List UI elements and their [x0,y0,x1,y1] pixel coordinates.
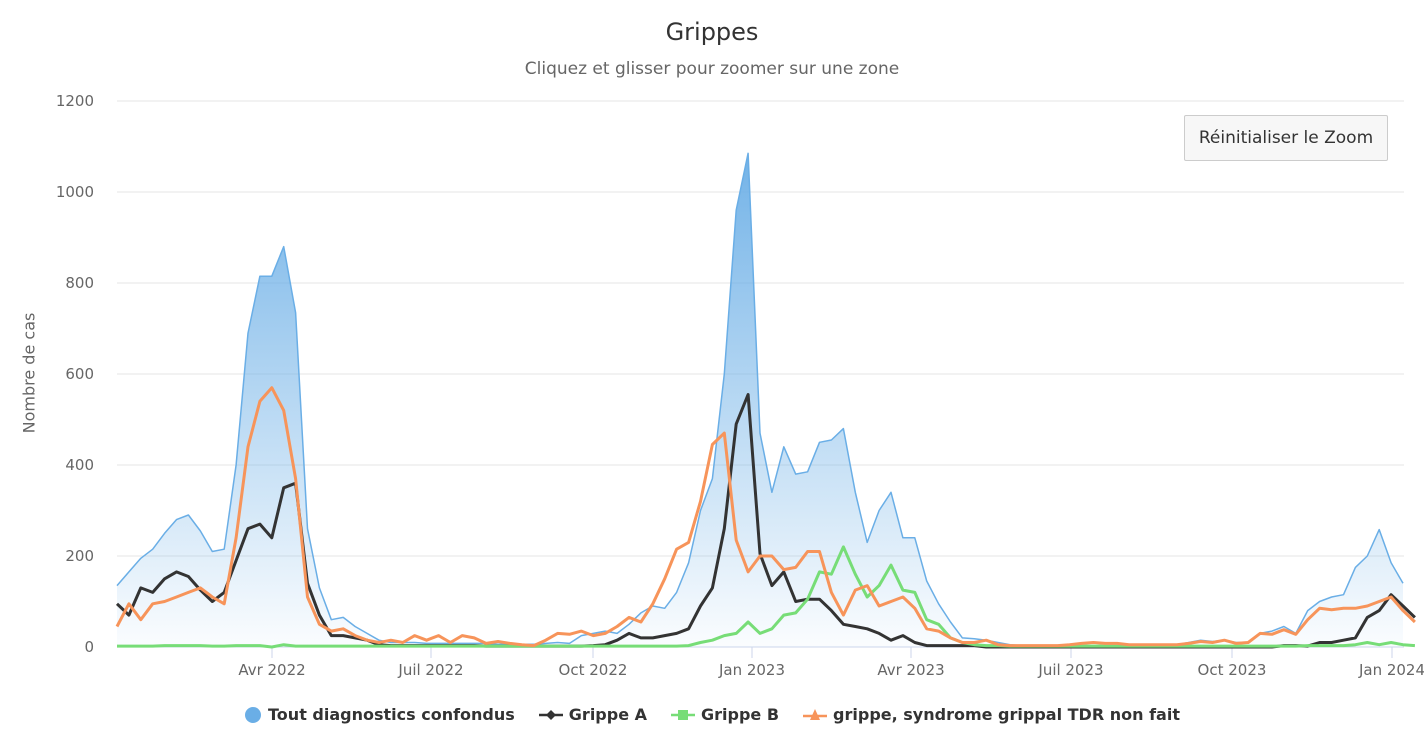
legend-item-tout[interactable]: Tout diagnostics confondus [244,705,515,724]
x-axis-ticks: Avr 2022 Juil 2022 Oct 2022 Jan 2023 Avr 202… [238,647,1424,679]
svg-text:600: 600 [65,365,94,383]
svg-text:1200: 1200 [56,92,94,110]
svg-text:Avr 2022: Avr 2022 [238,661,305,679]
series-area-fill [117,153,1403,648]
chart-title: Grippes [665,18,759,46]
svg-text:Juil 2023: Juil 2023 [1037,661,1103,679]
legend-label: Tout diagnostics confondus [268,705,515,724]
series-group [115,152,1416,649]
chart-subtitle: Cliquez et glisser pour zoomer sur une z… [524,59,900,79]
svg-text:Juil 2022: Juil 2022 [397,661,463,679]
svg-text:1000: 1000 [56,183,94,201]
circle-marker-icon [245,706,262,723]
svg-text:Jan 2023: Jan 2023 [718,661,785,679]
legend-label: grippe, syndrome grippal TDR non fait [833,705,1180,724]
diamond-marker-icon [538,709,563,720]
legend-label: Grippe A [568,705,648,724]
legend-item-grippe-a[interactable]: Grippe A [538,705,648,724]
svg-text:800: 800 [65,274,94,292]
y-axis-ticks: 0 200 400 600 800 1000 1200 [56,92,94,656]
svg-text:200: 200 [65,547,94,565]
legend-item-grippe-b[interactable]: Grippe B [671,705,779,724]
legend-label: Grippe B [701,705,780,724]
svg-text:Oct 2023: Oct 2023 [1198,661,1267,679]
series-line [115,386,1416,648]
legend: Tout diagnostics confondus Grippe A Grip… [0,705,1424,724]
svg-text:Avr 2023: Avr 2023 [877,661,944,679]
legend-item-tdr-non-fait[interactable]: grippe, syndrome grippal TDR non fait [803,705,1180,724]
square-marker-icon [671,709,696,720]
svg-text:400: 400 [65,456,94,474]
chart-plot-area[interactable]: 0 200 400 600 800 1000 1200 Avr 2022 Juil 2022 O… [0,0,1424,700]
svg-text:0: 0 [84,638,94,656]
reset-zoom-button[interactable]: Réinitialiser le Zoom [1184,115,1388,161]
triangle-marker-icon [803,708,828,720]
svg-text:Oct 2022: Oct 2022 [559,661,628,679]
svg-text:Jan 2024: Jan 2024 [1358,661,1424,679]
series-line [117,545,1416,649]
